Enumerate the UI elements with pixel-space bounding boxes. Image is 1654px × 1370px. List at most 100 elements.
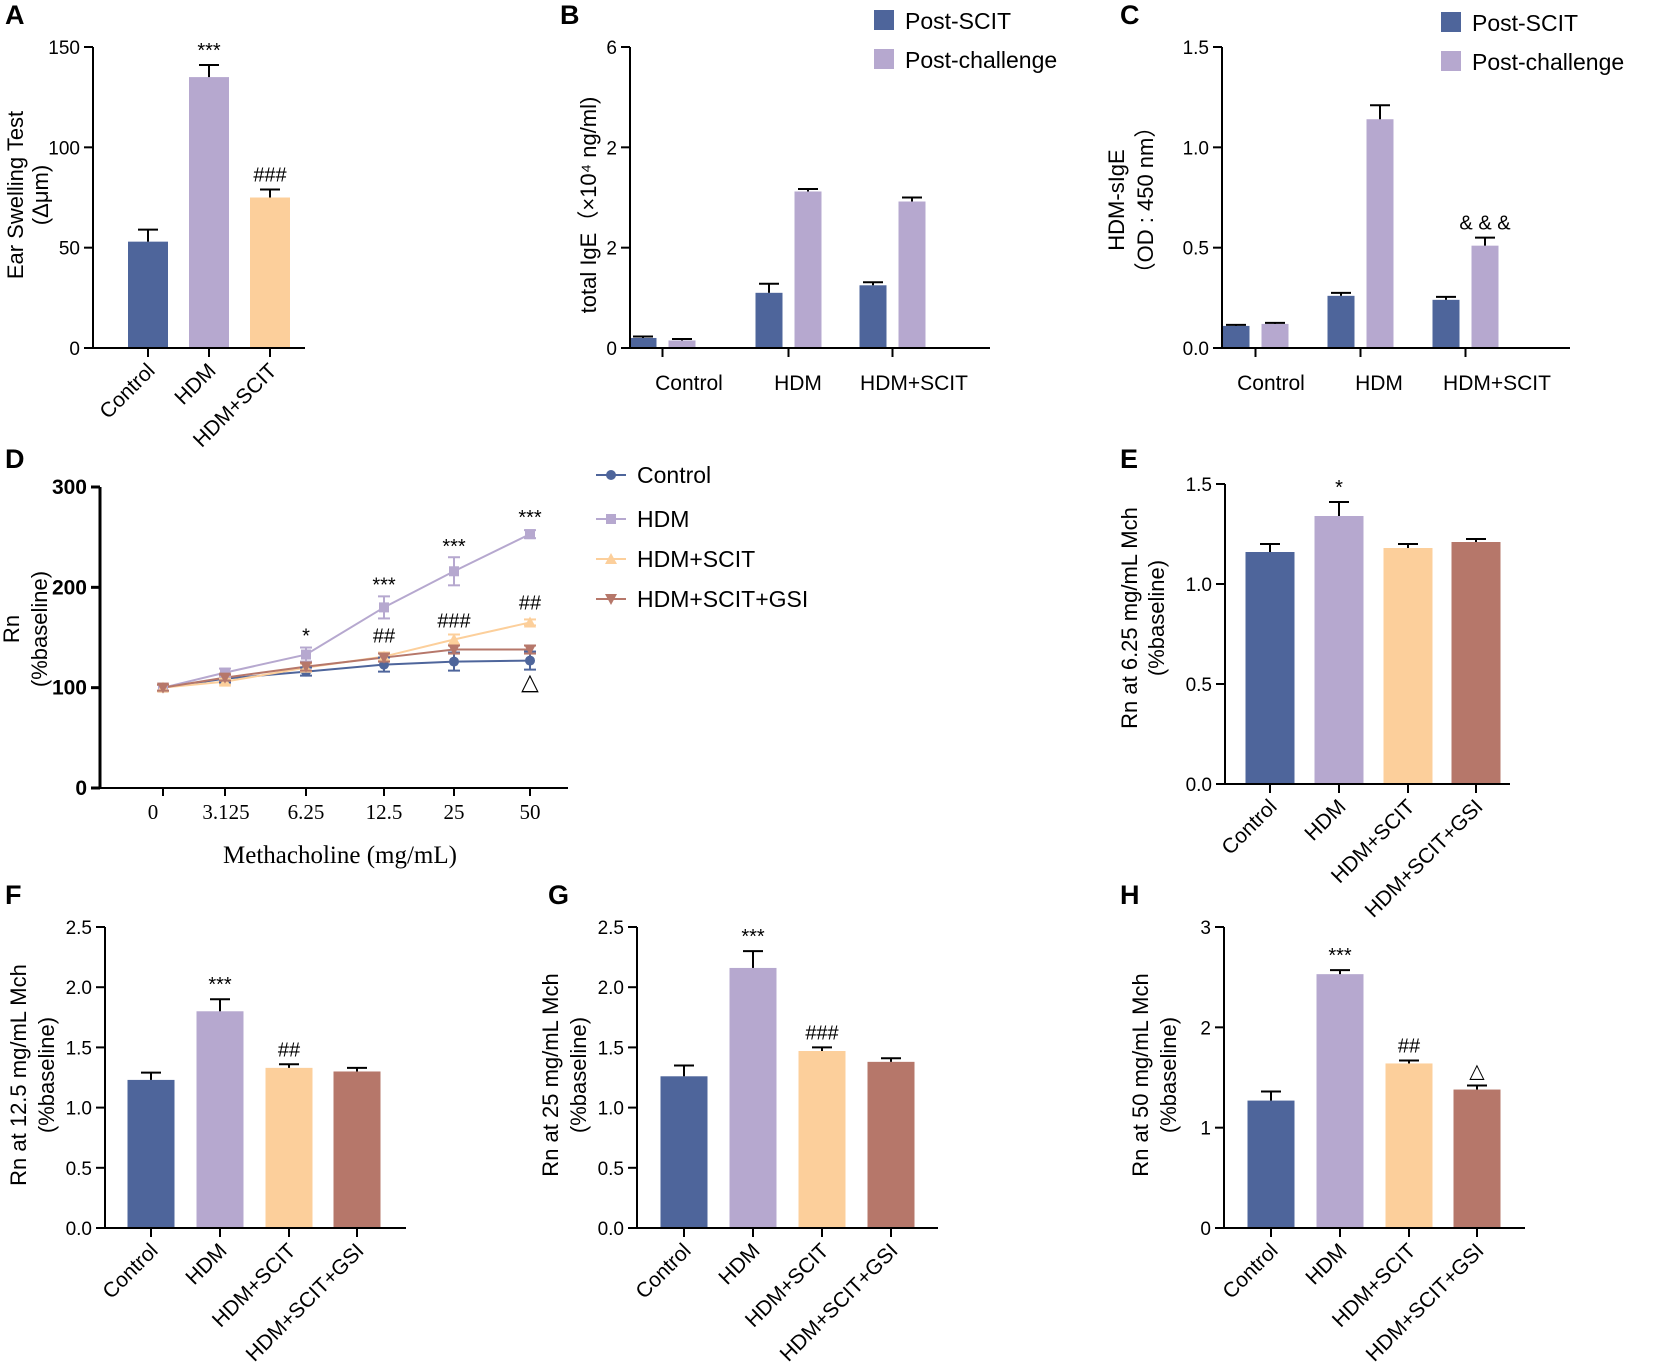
x-tick-label: HDM xyxy=(181,1239,231,1289)
y-tick-label: 0 xyxy=(606,339,617,360)
marker-triangle-down xyxy=(219,672,231,684)
bar-control xyxy=(660,1076,708,1228)
significance-label: *** xyxy=(741,926,765,948)
marker-square xyxy=(606,514,616,524)
significance-label: ## xyxy=(1398,1035,1421,1057)
bar-hdm xyxy=(189,77,229,348)
panel-label: D xyxy=(5,444,25,474)
marker-triangle-down xyxy=(524,644,536,656)
significance-label: ### xyxy=(805,1022,839,1044)
y-axis-label: (%baseline) xyxy=(27,571,52,687)
y-tick-label: 0 xyxy=(1200,1219,1211,1240)
y-axis-label: Rn at 25 mg/mL Mch xyxy=(538,973,563,1176)
bar-hdm-scit xyxy=(250,197,290,348)
y-tick-label: 6 xyxy=(606,38,617,59)
x-axis-label: Methacholine (mg/mL) xyxy=(223,842,457,869)
bar-hdm-scit xyxy=(1383,548,1433,784)
y-tick-label: 2.5 xyxy=(66,918,92,939)
x-tick-label: HDM xyxy=(1355,372,1403,395)
x-tick-label: HDM xyxy=(714,1239,764,1289)
y-axis-label: (%baseline) xyxy=(1144,560,1169,676)
panel-label: C xyxy=(1120,0,1140,30)
y-tick-label: 0.5 xyxy=(598,1159,624,1180)
y-tick-label: 2.0 xyxy=(598,978,624,999)
significance-label: *** xyxy=(442,536,466,558)
y-tick-label: 1.0 xyxy=(1186,575,1212,596)
legend-swatch xyxy=(874,10,894,30)
bar-hdm-scit-gsi xyxy=(867,1061,915,1228)
significance-label: ### xyxy=(437,610,471,632)
legend-label: HDM+SCIT+GSI xyxy=(637,586,808,612)
legend-label: Post-challenge xyxy=(1472,49,1624,75)
y-tick-label: 0.0 xyxy=(1183,339,1209,360)
x-tick-label: HDM+SCIT+GSI xyxy=(242,1239,369,1366)
y-tick-label: 0.5 xyxy=(66,1159,92,1180)
legend-label: Control xyxy=(637,462,711,488)
y-tick-label: 1.0 xyxy=(1183,138,1209,159)
legend-label: HDM+SCIT xyxy=(637,546,755,572)
x-tick-label: HDM xyxy=(774,372,822,395)
x-tick-label: Control xyxy=(655,372,723,395)
panel-f: F Rn at 12.5 mg/mL Mch (%baseline) Control *… xyxy=(5,880,406,1366)
x-tick-label: 50 xyxy=(520,800,541,824)
bar-post-scit xyxy=(1432,299,1460,348)
bar-post-challenge xyxy=(668,340,696,348)
legend-label: Post-SCIT xyxy=(1472,10,1578,36)
significance-label: & & & xyxy=(1459,213,1511,235)
y-axis-label: Rn xyxy=(0,615,24,643)
bar-post-scit xyxy=(1327,295,1355,348)
series-line-hdm-scit-gsi xyxy=(162,648,530,689)
y-tick-label: 0.0 xyxy=(1186,775,1212,796)
y-tick-label: 0 xyxy=(69,339,80,360)
y-tick-label: 2.0 xyxy=(66,978,92,999)
bar-control xyxy=(128,241,168,348)
bar-control xyxy=(127,1079,175,1228)
bar-hdm-scit-gsi xyxy=(333,1071,381,1228)
y-tick-label: 0.5 xyxy=(1186,675,1212,696)
x-tick-label: HDM+SCIT+GSI xyxy=(776,1239,903,1366)
bar-post-challenge xyxy=(1366,119,1394,349)
significance-label: * xyxy=(1335,477,1343,499)
significance-label: ## xyxy=(373,626,396,648)
significance-label: *** xyxy=(1328,945,1352,967)
panel-g: G Rn at 25 mg/mL Mch (%baseline) Control ***… xyxy=(538,880,938,1366)
y-tick-label: 1.0 xyxy=(598,1099,624,1120)
x-tick-label: Control xyxy=(98,1239,162,1303)
y-tick-label: 1.0 xyxy=(66,1099,92,1120)
x-tick-label: HDM+SCIT+GSI xyxy=(1362,1239,1489,1366)
y-axis-label: Rn at 50 mg/mL Mch xyxy=(1128,973,1153,1176)
x-tick-label: 0 xyxy=(148,800,159,824)
legend-swatch xyxy=(1441,12,1461,32)
x-tick-label: 6.25 xyxy=(288,800,325,824)
x-tick-label: HDM+SCIT xyxy=(1443,372,1551,395)
x-tick-label: HDM xyxy=(170,359,220,409)
marker-triangle-up xyxy=(524,616,536,628)
panel-label: B xyxy=(560,0,580,30)
legend-swatch xyxy=(1441,51,1461,71)
panel-label: F xyxy=(5,880,22,910)
marker-triangle-down xyxy=(448,644,460,656)
legend-label: HDM xyxy=(637,506,689,532)
bar-hdm xyxy=(1314,516,1364,784)
x-tick-label: 3.125 xyxy=(202,800,249,824)
y-tick-label: 0.5 xyxy=(1183,239,1209,260)
significance-label: *** xyxy=(518,507,542,529)
y-tick-label: 300 xyxy=(52,476,87,499)
y-tick-label: 2 xyxy=(606,239,617,260)
bar-control xyxy=(1247,1100,1295,1228)
y-tick-label: 200 xyxy=(52,576,87,599)
bar-post-challenge xyxy=(1471,245,1499,348)
bar-hdm xyxy=(196,1011,244,1228)
x-tick-label: Control xyxy=(631,1239,695,1303)
bar-post-challenge xyxy=(794,191,822,348)
y-axis-label: total IgE（×10⁴ ng/ml) xyxy=(576,97,601,314)
bar-hdm-scit-gsi xyxy=(1453,1089,1501,1228)
marker-circle xyxy=(525,655,535,666)
y-axis-label: HDM-sIgE xyxy=(1104,149,1129,250)
marker-square xyxy=(379,602,389,613)
y-tick-label: 0.0 xyxy=(598,1219,624,1240)
marker-triangle-down xyxy=(157,682,169,694)
bar-post-scit xyxy=(755,292,783,348)
significance-label: ### xyxy=(253,164,287,186)
